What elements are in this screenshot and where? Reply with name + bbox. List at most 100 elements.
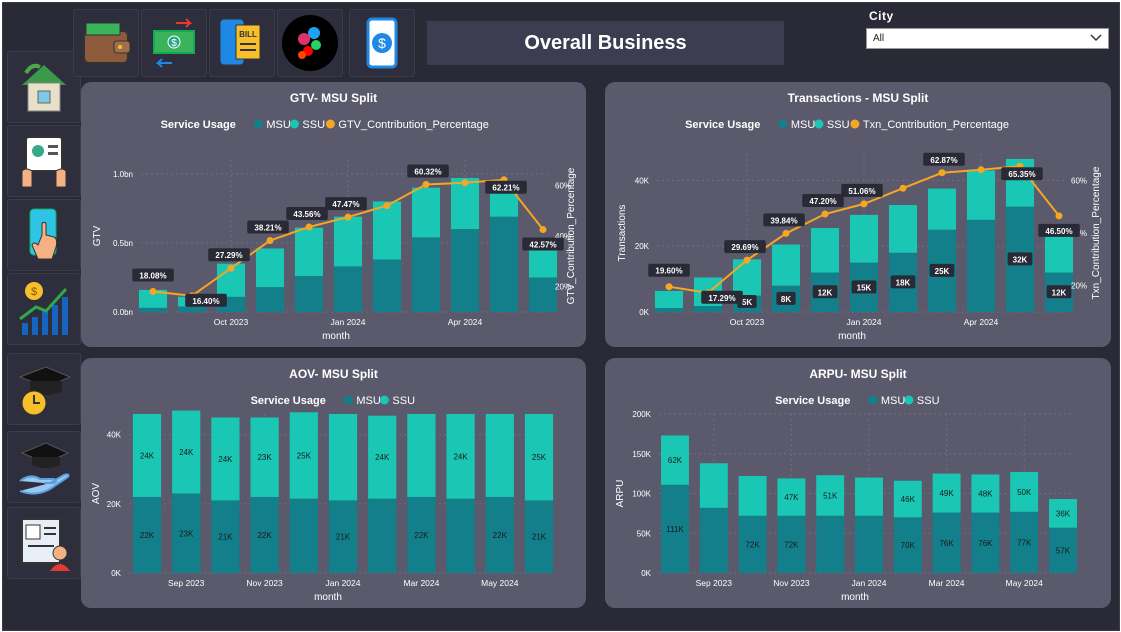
bar-msu [855,515,883,573]
line-point [665,283,673,291]
x-axis-title: month [838,331,866,342]
legend-marker [343,395,353,405]
bar-msu [1010,511,1039,573]
chart-title: ARPU- MSU Split [809,367,906,381]
bar-data-label: 12K [818,288,833,297]
bar-data-label: 24K [453,452,468,461]
line-point [743,256,751,264]
line-label-box [802,194,844,208]
line-data-label: 47.20% [809,197,836,206]
scholarship-icon[interactable] [7,431,81,503]
x-tick-label: Nov 2023 [773,578,810,588]
line-label-box [1038,223,1080,237]
bar-label-box [929,263,955,277]
bar-msu [893,517,922,573]
legend-label: MSU [881,395,906,407]
legend-title: Service Usage [161,119,236,131]
bar-ssu [654,290,684,309]
bar-msu [368,498,397,573]
legend-label: GTV_Contribution_Percentage [338,119,488,131]
bar-ssu [372,201,402,260]
line-point [266,237,274,245]
line-point [782,229,790,237]
y-tick-label: 150K [632,450,651,459]
line-point [938,169,946,177]
chart-svg: AOV- MSU Split Service Usage MSU SSU 0K 20K 40… [91,367,554,603]
y-tick-label: 0.5bn [113,239,133,248]
line-data-label: 19.60% [655,267,682,276]
bar-ssu [777,478,806,516]
svg-text:$: $ [31,286,37,298]
bar-ssu [816,475,845,516]
money-transfer-icon[interactable]: $ [141,9,207,77]
y-tick-label: 1.0bn [113,170,133,179]
bar-ssu [255,248,285,288]
bar-ssu [446,414,475,499]
bar-ssu [893,480,922,518]
home-icon[interactable] [7,51,81,123]
bar-msu [411,237,441,312]
x-tick-label: Nov 2023 [246,578,283,588]
x-tick-label: May 2024 [481,578,519,588]
line-point [383,202,391,210]
report-icon[interactable] [7,125,81,197]
bar-msu [661,484,689,573]
legend-marker [253,119,263,129]
bar-ssu [211,417,240,501]
bar-ssu [328,414,358,501]
bar-ssu [971,474,1000,513]
bar-data-label: 25K [532,453,547,462]
line-data-label: 17.29% [708,294,735,303]
city-dropdown[interactable]: All [866,28,1109,49]
bar-label-box [812,285,838,299]
bar-msu [693,306,723,312]
bar-data-label: 72K [745,540,760,549]
bar-ssu [738,476,767,516]
bar-msu [738,515,767,573]
bar-msu [328,500,358,573]
bar-data-label: 46K [901,495,916,504]
x-tick-label: Oct 2023 [214,317,249,327]
bar-label-box [1007,252,1033,266]
line-label-box [132,268,174,282]
y-tick-label: 100K [632,490,651,499]
y-axis-title: AOV [91,483,102,504]
y-axis-title: ARPU [615,480,626,508]
y-tick-label: 0.0bn [113,308,133,317]
bar-msu [132,496,162,573]
bar-data-label: 49K [939,489,954,498]
touch-phone-icon[interactable] [7,199,81,271]
bar-data-label: 25K [297,451,312,460]
growth-chart-icon[interactable]: $ [7,273,81,345]
y2-tick-label: 60% [1071,176,1087,185]
chevron-down-icon[interactable] [1090,31,1102,46]
y2-tick-label: 20% [555,283,571,292]
profile-card-icon[interactable] [7,507,81,579]
graduation-clock-icon[interactable] [7,353,81,425]
wallet-icon[interactable] [73,9,139,77]
bar-data-label: 22K [140,531,155,540]
x-axis-title: month [841,592,869,603]
bar-ssu [333,216,363,267]
chart-legend: Service Usage MSU SSU GTV_Contribution_Perc… [161,119,489,131]
bar-ssu [250,417,279,497]
legend-marker [814,119,824,129]
chart-title: Transactions - MSU Split [788,91,929,105]
line-point [344,213,352,221]
bar-ssu [771,244,801,286]
y-tick-label: 40K [107,431,122,440]
bar-ssu [132,414,162,497]
line-point [977,166,985,174]
y-tick-label: 40K [635,176,650,185]
bill-payment-icon[interactable]: BILL [209,9,275,77]
social-apps-icon[interactable] [277,9,343,77]
bar-data-label: 47K [784,493,799,502]
bar-msu [446,498,475,573]
bar-ssu [927,188,957,230]
mobile-payment-icon[interactable]: $ [349,9,415,77]
line-point [899,184,907,192]
y2-axis-title: Txn_Contribution_Percentage [1091,166,1102,299]
bar-data-label: 36K [1056,509,1071,518]
bar-ssu [932,473,961,513]
line-data-label: 29.69% [731,243,758,252]
